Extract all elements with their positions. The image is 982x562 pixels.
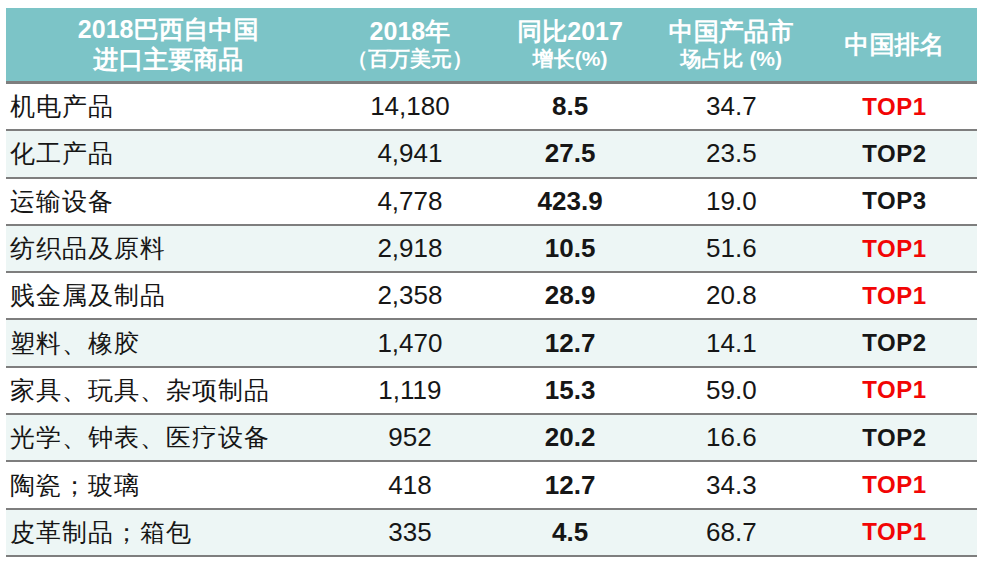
column-header-products-line2: 进口主要商品 <box>93 45 243 75</box>
market-share-cell: 34.3 <box>651 470 812 501</box>
column-header-yoy-growth-line2: 增长(%) <box>533 47 608 72</box>
rank-badge: TOP2 <box>812 329 977 357</box>
value-2018-cell: 1,119 <box>330 375 489 406</box>
column-header-yoy-growth: 同比2017 增长(%) <box>490 17 651 71</box>
rank-badge: TOP1 <box>812 518 977 546</box>
value-2018-cell: 1,470 <box>330 328 489 359</box>
value-2018-cell: 335 <box>330 517 489 548</box>
value-2018-cell: 418 <box>330 470 489 501</box>
rank-badge: TOP1 <box>812 471 977 499</box>
product-cell: 机电产品 <box>6 90 330 123</box>
table-row: 机电产品 14,180 8.5 34.7 TOP1 <box>6 84 977 131</box>
market-share-cell: 51.6 <box>651 233 812 264</box>
yoy-growth-cell: 27.5 <box>490 138 651 169</box>
column-header-china-rank: 中国排名 <box>812 30 977 60</box>
value-2018-cell: 2,358 <box>330 280 489 311</box>
column-header-market-share: 中国产品市 场占比 (%) <box>651 17 812 71</box>
product-cell: 纺织品及原料 <box>6 232 330 265</box>
rank-badge: TOP2 <box>812 424 977 452</box>
yoy-growth-cell: 4.5 <box>490 517 651 548</box>
column-header-value-2018-line1: 2018年 <box>370 17 451 47</box>
table-row: 家具、玩具、杂项制品 1,119 15.3 59.0 TOP1 <box>6 368 977 415</box>
yoy-growth-cell: 10.5 <box>490 233 651 264</box>
market-share-cell: 23.5 <box>651 138 812 169</box>
product-cell: 家具、玩具、杂项制品 <box>6 374 330 407</box>
rank-badge: TOP3 <box>812 187 977 215</box>
column-header-china-rank-line1: 中国排名 <box>844 30 944 60</box>
table-row: 塑料、橡胶 1,470 12.7 14.1 TOP2 <box>6 320 977 367</box>
yoy-growth-cell: 12.7 <box>490 470 651 501</box>
value-2018-cell: 952 <box>330 422 489 453</box>
value-2018-cell: 4,778 <box>330 186 489 217</box>
market-share-cell: 59.0 <box>651 375 812 406</box>
rank-badge: TOP1 <box>812 376 977 404</box>
value-2018-cell: 14,180 <box>330 91 489 122</box>
rank-badge: TOP1 <box>812 93 977 121</box>
table-row: 光学、钟表、医疗设备 952 20.2 16.6 TOP2 <box>6 415 977 462</box>
rank-badge: TOP1 <box>812 282 977 310</box>
rank-badge: TOP1 <box>812 235 977 263</box>
yoy-growth-cell: 20.2 <box>490 422 651 453</box>
rank-badge: TOP2 <box>812 140 977 168</box>
market-share-cell: 14.1 <box>651 328 812 359</box>
market-share-cell: 19.0 <box>651 186 812 217</box>
market-share-cell: 34.7 <box>651 91 812 122</box>
market-share-cell: 20.8 <box>651 280 812 311</box>
yoy-growth-cell: 28.9 <box>490 280 651 311</box>
column-header-products-line1: 2018巴西自中国 <box>78 15 259 45</box>
yoy-growth-cell: 423.9 <box>490 186 651 217</box>
column-header-market-share-line2: 场占比 (%) <box>681 47 783 72</box>
yoy-growth-cell: 8.5 <box>490 91 651 122</box>
column-header-yoy-growth-line1: 同比2017 <box>517 17 623 47</box>
value-2018-cell: 2,918 <box>330 233 489 264</box>
table-row: 皮革制品；箱包 335 4.5 68.7 TOP1 <box>6 510 977 557</box>
table-row: 运输设备 4,778 423.9 19.0 TOP3 <box>6 179 977 226</box>
yoy-growth-cell: 12.7 <box>490 328 651 359</box>
market-share-cell: 68.7 <box>651 517 812 548</box>
product-cell: 贱金属及制品 <box>6 279 330 312</box>
product-cell: 皮革制品；箱包 <box>6 516 330 549</box>
table-row: 陶瓷；玻璃 418 12.7 34.3 TOP1 <box>6 462 977 509</box>
product-cell: 陶瓷；玻璃 <box>6 469 330 502</box>
product-cell: 塑料、橡胶 <box>6 327 330 360</box>
imports-table: 2018巴西自中国 进口主要商品 2018年 （百万美元） 同比2017 增长(… <box>6 8 977 557</box>
table-header-row: 2018巴西自中国 进口主要商品 2018年 （百万美元） 同比2017 增长(… <box>6 8 977 84</box>
column-header-products: 2018巴西自中国 进口主要商品 <box>6 15 330 74</box>
yoy-growth-cell: 15.3 <box>490 375 651 406</box>
column-header-value-2018-line2: （百万美元） <box>347 47 473 72</box>
table-body: 机电产品 14,180 8.5 34.7 TOP1 化工产品 4,941 27.… <box>6 84 977 557</box>
column-header-value-2018: 2018年 （百万美元） <box>330 17 489 71</box>
table-row: 纺织品及原料 2,918 10.5 51.6 TOP1 <box>6 226 977 273</box>
market-share-cell: 16.6 <box>651 422 812 453</box>
product-cell: 化工产品 <box>6 137 330 170</box>
table-row: 化工产品 4,941 27.5 23.5 TOP2 <box>6 131 977 178</box>
value-2018-cell: 4,941 <box>330 138 489 169</box>
product-cell: 运输设备 <box>6 185 330 218</box>
column-header-market-share-line1: 中国产品市 <box>669 17 794 47</box>
table-row: 贱金属及制品 2,358 28.9 20.8 TOP1 <box>6 273 977 320</box>
product-cell: 光学、钟表、医疗设备 <box>6 421 330 454</box>
